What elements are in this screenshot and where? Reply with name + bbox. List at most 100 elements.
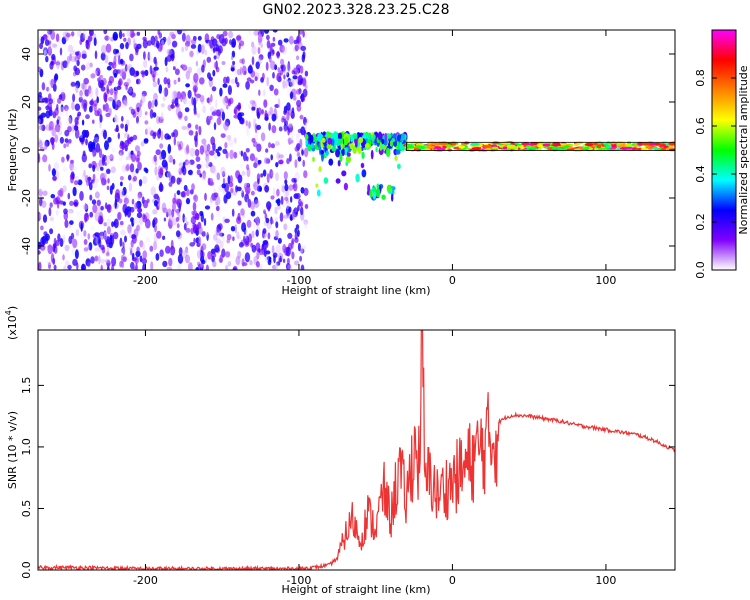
spectrogram-cell: [56, 119, 60, 125]
spectrogram-cell: [270, 143, 275, 149]
spectrogram-cell: [154, 71, 158, 77]
spectrogram-cell: [60, 88, 66, 94]
spectrogram-cell: [166, 78, 171, 85]
spectrogram-x-tick-label: 0: [449, 274, 456, 287]
spectrogram-cell: [209, 196, 213, 203]
spectrogram-cell: [233, 114, 239, 119]
spectrogram-cell: [199, 210, 204, 217]
spectrogram-cell: [451, 142, 457, 146]
spectrogram-cell: [197, 236, 202, 246]
spectrogram-cell: [166, 98, 170, 107]
spectrogram-cell: [126, 64, 131, 71]
spectrogram-cell: [113, 231, 119, 240]
spectrogram-cell: [164, 190, 168, 201]
spectrogram-cell: [49, 216, 55, 222]
spectrogram-cell: [199, 266, 203, 270]
spectrogram-cell: [286, 102, 291, 111]
spectrogram-cell: [387, 149, 390, 156]
spectrogram-cell: [51, 43, 58, 48]
spectrogram-cell: [46, 30, 50, 38]
spectrogram-cell: [135, 250, 141, 258]
spectrogram-cell: [168, 155, 173, 163]
spectrogram-cell: [82, 204, 89, 210]
spectrogram-cell: [274, 202, 278, 209]
spectrogram-cell: [275, 230, 279, 238]
spectrogram-cell: [219, 87, 223, 97]
spectrogram-cell: [155, 253, 160, 261]
spectrogram-cell: [215, 228, 221, 236]
spectrogram-cell: [235, 35, 242, 41]
spectrogram-cell: [291, 177, 296, 183]
spectrogram-cell: [249, 153, 255, 162]
spectrogram-cell: [266, 40, 271, 49]
spectrogram-cell: [229, 149, 234, 160]
spectrogram-cell: [230, 78, 236, 84]
spectrogram-cell: [210, 94, 213, 103]
spectrogram-cell: [232, 236, 235, 241]
spectrogram-cell: [295, 133, 300, 138]
spectrogram-cell: [175, 230, 181, 238]
spectrogram-cell: [192, 202, 197, 212]
spectrogram-cell: [240, 124, 246, 130]
spectrogram-cell: [139, 240, 144, 248]
spectrogram-cell: [225, 191, 232, 200]
spectrogram-cell: [173, 61, 179, 68]
spectrogram-cell: [222, 234, 225, 243]
spectrogram-cell: [89, 30, 93, 35]
spectrogram-cell: [114, 114, 118, 123]
spectrogram-cell: [212, 233, 218, 241]
spectrogram-cell: [153, 240, 158, 251]
spectrogram-cell: [66, 61, 70, 69]
spectrogram-cell: [153, 217, 158, 225]
spectrogram-cell: [142, 36, 147, 41]
spectrogram-cell: [124, 209, 129, 216]
spectrogram-cell: [230, 253, 236, 260]
spectrogram-cell: [246, 219, 252, 228]
spectrogram-cell: [360, 162, 365, 169]
snr-y-tick-label: 0.5: [20, 500, 33, 518]
spectrogram-cell: [201, 259, 206, 265]
spectrogram-cell: [262, 169, 267, 177]
spectrogram-cell: [180, 191, 186, 198]
spectrogram-cell: [140, 141, 145, 147]
spectrogram-cell: [142, 266, 146, 270]
spectrogram-cell: [39, 197, 43, 207]
spectrogram-cell: [270, 154, 274, 161]
spectrogram-cell: [195, 213, 200, 221]
spectrogram-cell: [275, 98, 279, 104]
spectrogram-cell: [624, 143, 633, 147]
spectrogram-cell: [326, 133, 332, 138]
spectrogram-cell: [194, 138, 198, 148]
spectrogram-cell: [260, 43, 263, 48]
spectrogram-cell: [154, 60, 158, 67]
spectrogram-cell: [70, 232, 75, 240]
spectrogram-x-tick-label: -100: [286, 274, 311, 287]
spectrogram-cell: [303, 116, 307, 126]
spectrogram-cell: [401, 133, 405, 141]
spectrogram-cell: [197, 43, 202, 53]
spectrogram-cell: [361, 151, 365, 159]
spectrogram-cell: [155, 149, 161, 156]
spectrogram-cell: [271, 113, 277, 122]
spectrogram-cell: [170, 239, 174, 250]
spectrogram-cell: [273, 88, 279, 96]
spectrogram-cell: [394, 155, 398, 161]
spectrogram-cell: [128, 182, 133, 192]
spectrogram-cell: [104, 102, 109, 113]
spectrogram-cell: [302, 159, 306, 167]
spectrogram-cell: [152, 132, 156, 140]
spectrogram-cell: [278, 126, 283, 132]
spectrogram-cell: [372, 134, 376, 140]
spectrogram-cell: [144, 111, 148, 116]
spectrogram-cell: [53, 161, 59, 172]
spectrogram-cell: [227, 98, 232, 107]
spectrogram-cell: [277, 160, 284, 165]
spectrogram-cell: [95, 142, 101, 153]
spectrogram-cell: [397, 163, 401, 169]
spectrogram-cell: [104, 35, 110, 41]
spectrogram-cell: [187, 89, 192, 99]
spectrogram-cell: [227, 175, 231, 185]
spectrogram-cell: [153, 92, 158, 102]
spectrogram-y-tick-label: -20: [20, 189, 33, 207]
spectrogram-cell: [71, 124, 75, 133]
